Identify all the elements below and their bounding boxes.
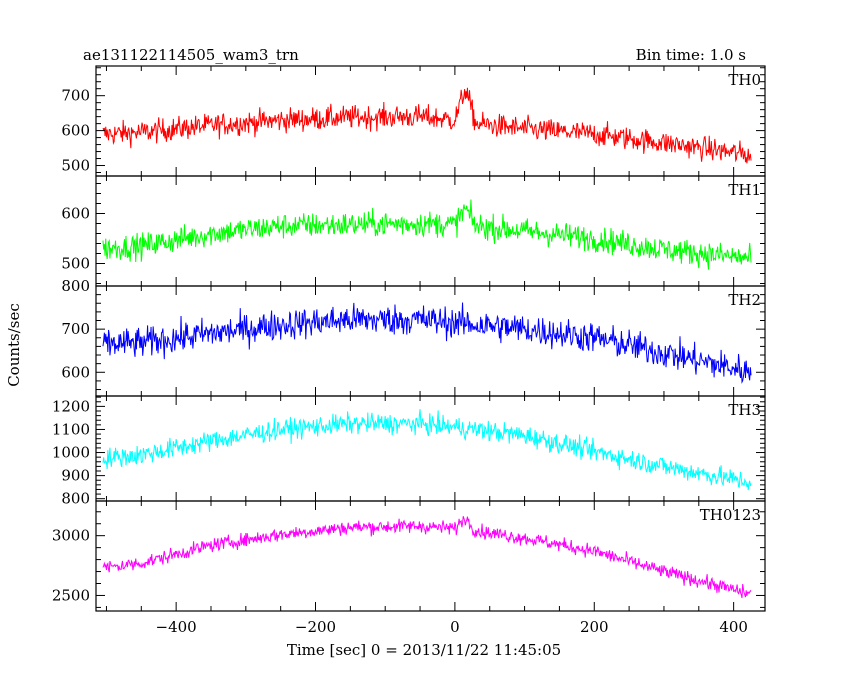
y-tick-label: 1200 [52, 397, 90, 415]
x-tick-label: 400 [719, 618, 748, 636]
panel-label-th0123: TH0123 [700, 506, 761, 524]
y-axis-label: Counts/sec [5, 303, 23, 387]
y-tick-label: 600 [61, 363, 90, 381]
series-line-th0 [102, 87, 752, 164]
y-tick-label: 500 [61, 157, 90, 175]
y-tick-label: 900 [61, 467, 90, 485]
panel-th3: 800 900 1000 1100 1200 TH3 [52, 395, 766, 508]
series-line-th1 [102, 199, 752, 270]
panel-th2: 600 700 800 TH2 [61, 277, 766, 397]
x-axis-label: Time [sec] 0 = 2013/11/22 11:45:05 [287, 641, 561, 659]
x-tick-label: −200 [295, 618, 336, 636]
panel-th0123: 2500 3000 TH0123 [52, 500, 766, 612]
panels-group: 500 600 700 TH0 500 600 TH1 600 700 800 TH2 800 900 1… [52, 65, 766, 612]
panel-frame [95, 175, 766, 287]
y-tick-label: 700 [61, 87, 90, 105]
y-tick-label: 600 [61, 205, 90, 223]
panel-frame [95, 395, 766, 502]
series-line-th2 [102, 302, 752, 384]
panel-th1: 500 600 TH1 [61, 175, 766, 287]
panel-label-th0: TH0 [728, 71, 761, 89]
y-tick-label: 800 [61, 277, 90, 295]
panel-th0: 500 600 700 TH0 [61, 65, 766, 177]
bin-time-label: Bin time: 1.0 s [636, 46, 746, 64]
chart-title: ae131122114505_wam3_trn [83, 46, 299, 64]
x-tick-label: −400 [156, 618, 197, 636]
series-line-th3 [102, 409, 752, 491]
y-tick-label: 3000 [52, 527, 90, 545]
y-tick-label: 1000 [52, 444, 90, 462]
series-line-th0123 [102, 516, 752, 599]
x-axis-ticks: −400 −200 0 200 400 [156, 618, 748, 636]
panel-label-th2: TH2 [728, 291, 761, 309]
x-tick-label: 200 [580, 618, 609, 636]
y-tick-label: 500 [61, 255, 90, 273]
panel-frame [95, 500, 766, 612]
panel-label-th1: TH1 [728, 181, 761, 199]
y-tick-label: 1100 [52, 420, 90, 438]
y-tick-label: 600 [61, 122, 90, 140]
y-tick-label: 700 [61, 320, 90, 338]
panel-frame [95, 285, 766, 397]
y-tick-label: 800 [61, 490, 90, 508]
x-tick-label: 0 [450, 618, 460, 636]
y-tick-label: 2500 [52, 586, 90, 604]
panel-label-th3: TH3 [728, 401, 761, 419]
